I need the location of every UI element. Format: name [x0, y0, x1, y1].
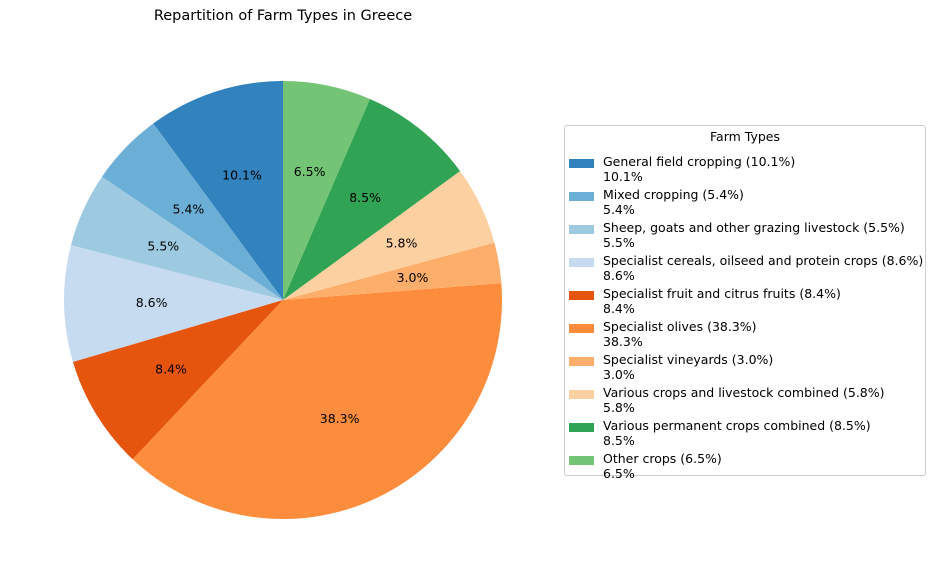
legend-label-name: Various permanent crops combined (8.5%) — [603, 418, 871, 433]
legend-label: Various crops and livestock combined (5.… — [603, 385, 885, 415]
chart-title: Repartition of Farm Types in Greece — [154, 8, 412, 24]
legend-label-value: 6.5% — [603, 466, 635, 481]
legend-swatch — [569, 258, 594, 267]
legend-label-value: 3.0% — [603, 367, 635, 382]
legend-label-name: Specialist olives (38.3%) — [603, 319, 757, 334]
pie-slice-label-0: 10.1% — [222, 168, 262, 183]
pie-slice-label-8: 8.5% — [349, 190, 381, 205]
legend-swatch — [569, 423, 594, 432]
pie-slice-1 — [101, 123, 284, 300]
legend-label: Specialist olives (38.3%) 38.3% — [603, 319, 757, 349]
legend-label: Other crops (6.5%) 6.5% — [603, 451, 722, 481]
pie-slice-label-9: 6.5% — [294, 164, 326, 179]
pie-slices — [64, 81, 502, 519]
legend-swatch — [569, 225, 594, 234]
legend-label: Specialist vineyards (3.0%) 3.0% — [603, 352, 773, 382]
legend-swatch — [569, 192, 594, 201]
pie-slice-label-1: 5.4% — [173, 201, 205, 216]
legend-swatch — [569, 159, 594, 168]
pie-slice-9 — [283, 81, 370, 300]
legend-label-value: 5.8% — [603, 400, 635, 415]
legend-label-name: Specialist vineyards (3.0%) — [603, 352, 774, 367]
legend-label-value: 8.6% — [603, 268, 635, 283]
legend-label-value: 8.4% — [603, 301, 635, 316]
legend-label-name: Various crops and livestock combined (5.… — [603, 385, 885, 400]
pie-slice-label-7: 5.8% — [386, 236, 418, 251]
pie-slice-3 — [64, 245, 283, 363]
pie-slice-0 — [153, 81, 283, 300]
legend: Farm Types General field cropping (10.1%… — [564, 125, 926, 481]
legend-label-name: Specialist cereals, oilseed and protein … — [603, 253, 924, 268]
legend-swatch — [569, 390, 594, 399]
pie-slice-8 — [283, 98, 461, 301]
pie-slice-5 — [132, 283, 502, 519]
legend-label: Sheep, goats and other grazing livestock… — [603, 220, 905, 250]
pie-value-labels: 10.1% 5.4% 5.5% 8.6% 8.4% 38.3% 3.0% 5.8% 8.5% 6.… — [136, 164, 429, 426]
pie-slice-7 — [283, 171, 495, 300]
legend-swatch — [569, 324, 594, 333]
legend-title: Farm Types — [710, 129, 780, 144]
legend-label-name: General field cropping (10.1%) — [603, 154, 796, 169]
legend-swatch — [569, 456, 594, 465]
legend-label-value: 10.1% — [603, 169, 643, 184]
legend-label: Mixed cropping (5.4%) 5.4% — [603, 187, 744, 217]
pie-slice-2 — [70, 176, 283, 300]
pie-slice-label-2: 5.5% — [147, 238, 179, 253]
legend-label-name: Other crops (6.5%) — [603, 451, 722, 466]
pie-slice-6 — [283, 242, 502, 300]
pie-slice-label-3: 8.6% — [136, 295, 168, 310]
pie-slice-label-5: 38.3% — [320, 411, 360, 426]
legend-label: General field cropping (10.1%) 10.1% — [603, 154, 795, 184]
legend-label-value: 38.3% — [603, 334, 643, 349]
pie-slice-label-6: 3.0% — [397, 270, 429, 285]
legend-label-value: 5.5% — [603, 235, 635, 250]
legend-label-name: Specialist fruit and citrus fruits (8.4%… — [603, 286, 841, 301]
legend-label: Various permanent crops combined (8.5%) 8… — [603, 418, 871, 448]
legend-label: Specialist cereals, oilseed and protein … — [603, 253, 923, 283]
legend-label-name: Sheep, goats and other grazing livestock… — [603, 220, 905, 235]
legend-swatch — [569, 291, 594, 300]
legend-label: Specialist fruit and citrus fruits (8.4%… — [603, 286, 841, 316]
legend-label-value: 8.5% — [603, 433, 635, 448]
legend-label-name: Mixed cropping (5.4%) — [603, 187, 744, 202]
legend-swatch — [569, 357, 594, 366]
pie-slice-4 — [72, 300, 284, 460]
pie-slice-label-4: 8.4% — [155, 361, 187, 376]
legend-label-value: 5.4% — [603, 202, 635, 217]
